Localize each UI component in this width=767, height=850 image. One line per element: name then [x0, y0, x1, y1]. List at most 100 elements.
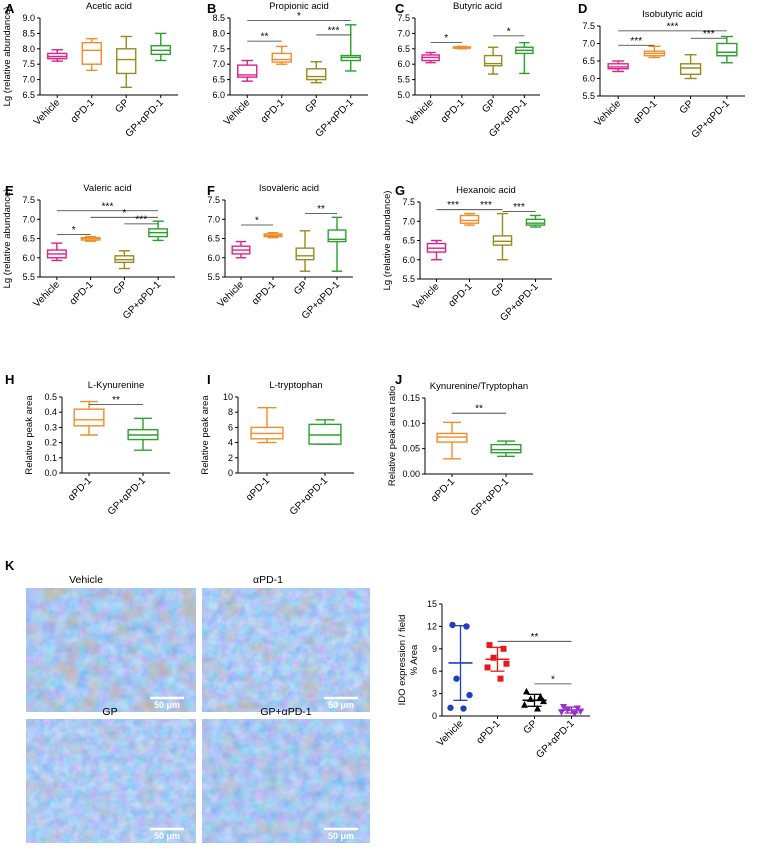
x-tick-label: αPD-1 — [66, 475, 94, 503]
box-iqr — [271, 52, 292, 63]
box-vehicle — [426, 239, 447, 261]
x-tick-label: GP — [678, 98, 696, 116]
significance-label: ** — [112, 395, 120, 406]
y-tick-label: 7.5 — [212, 44, 225, 54]
box-vehicle — [46, 242, 67, 262]
y-tick-label: 9.0 — [22, 13, 35, 23]
x-tick-label: Vehicle — [216, 279, 247, 310]
box-apd-1 — [81, 37, 102, 72]
y-tick-label: 8.5 — [212, 13, 225, 23]
box-iqr — [327, 229, 347, 243]
chart-title: Isobutyric acid — [642, 9, 703, 20]
data-point — [521, 701, 528, 708]
box-apd-1 — [80, 235, 101, 242]
significance-label: * — [551, 674, 555, 685]
data-point — [540, 697, 547, 705]
y-tick-label: 6.0 — [402, 255, 415, 265]
chart-title: Butyric acid — [453, 1, 502, 12]
y-tick-label: 4 — [228, 438, 233, 448]
box-iqr — [492, 235, 513, 246]
y-tick-label: 7.5 — [582, 21, 595, 31]
x-tick-label: GP — [303, 97, 321, 115]
micrograph-label: GP — [102, 706, 117, 718]
scale-bar-label: 50 μm — [154, 831, 180, 841]
micrograph-label: αPD-1 — [253, 574, 283, 586]
box-vehicle — [47, 49, 68, 62]
y-tick-label: 0.3 — [44, 422, 57, 432]
panel-i: I L-tryptophan 0 2 4 6 8 10 Relative peak area αP… — [200, 372, 354, 518]
box-apd-1 — [452, 45, 472, 50]
data-point — [490, 654, 497, 661]
box-apd-1 — [263, 232, 283, 239]
data-point — [527, 695, 534, 702]
box-iqr — [237, 64, 258, 78]
x-tick-label: αPD-1 — [447, 281, 475, 309]
x-tick-label: Vehicle — [435, 718, 466, 749]
x-tick-label: αPD-1 — [475, 718, 503, 746]
x-tick-label: GP+αPD-1 — [106, 475, 149, 518]
scatter-apd-1 — [484, 642, 510, 682]
y-tick-label: 6.0 — [397, 59, 410, 69]
y-tick-label: 6.0 — [582, 74, 595, 84]
x-tick-label: αPD-1 — [250, 279, 278, 307]
y-tick-label: 7.5 — [207, 195, 220, 205]
chart-title: Acetic acid — [86, 1, 132, 12]
micrograph-3: 50 μm — [202, 719, 370, 843]
x-tick-label: GP+αPD-1 — [469, 476, 512, 519]
data-point — [460, 705, 467, 712]
panel-h: H L-Kynurenine 0.0 0.1 0.2 0.3 0.4 0.5 Relative … — [5, 372, 170, 518]
box-gp+apd-1 — [490, 440, 522, 457]
box-vehicle — [231, 240, 251, 259]
panel-letter: J — [395, 372, 402, 387]
significance-label: * — [72, 225, 76, 236]
data-point — [564, 707, 571, 714]
y-tick-label: 6.5 — [212, 75, 225, 85]
box-gp — [295, 230, 315, 272]
scatter-gp — [521, 687, 547, 712]
y-tick-label: 6.5 — [582, 56, 595, 66]
significance-label: *** — [102, 201, 114, 212]
data-point — [484, 664, 491, 671]
panel-letter: H — [5, 372, 14, 387]
box-apd-1 — [459, 212, 480, 226]
y-axis-label: Relative peak area — [24, 395, 35, 475]
box-iqr — [295, 247, 315, 261]
box-iqr — [483, 54, 503, 67]
y-tick-label: 6.0 — [22, 253, 35, 263]
chart-title: Kynurenine/Tryptophan — [430, 381, 528, 392]
x-tick-label: αPD-1 — [259, 97, 287, 125]
box-iqr — [308, 423, 342, 445]
y-tick-label: 0.4 — [44, 407, 57, 417]
box-iqr — [490, 443, 522, 454]
significance-label: ** — [261, 32, 269, 43]
data-point — [523, 687, 530, 695]
data-point — [571, 710, 578, 718]
y-axis-label: Lg (relative abundance) — [382, 191, 393, 291]
box-gp+apd-1 — [525, 214, 546, 228]
y-tick-label: 0.2 — [44, 438, 57, 448]
panel-letter: G — [395, 183, 405, 198]
box-iqr — [73, 408, 105, 427]
y-tick-label: 0 — [228, 468, 233, 478]
micrograph-label: GP+αPD-1 — [260, 706, 311, 718]
box-apd-1 — [643, 45, 666, 59]
y-tick-label: 0.5 — [44, 392, 57, 402]
y-tick-label: 0.0 — [44, 468, 57, 478]
scale-bar-label: 50 μm — [328, 831, 354, 841]
data-point — [577, 708, 584, 716]
y-tick-label: 0 — [432, 711, 437, 721]
significance-label: ** — [317, 204, 325, 215]
chart-title: Isovaleric acid — [259, 183, 319, 194]
scale-bar-label: 50 μm — [154, 700, 180, 710]
panel-letter: B — [207, 1, 216, 16]
chart-title: L-tryptophan — [269, 380, 322, 391]
panel-letter: F — [207, 183, 215, 198]
box-vehicle — [421, 51, 440, 64]
panel-e: E Valeric acid 5.5 6.0 6.5 7.0 7.5 Lg (relative… — [2, 183, 175, 322]
panel-letter: K — [5, 558, 15, 573]
y-tick-label: 7.5 — [22, 195, 35, 205]
x-tick-label: αPD-1 — [68, 279, 96, 307]
data-point — [453, 675, 460, 682]
box-iqr — [436, 432, 468, 443]
significance-label: * — [297, 11, 301, 22]
